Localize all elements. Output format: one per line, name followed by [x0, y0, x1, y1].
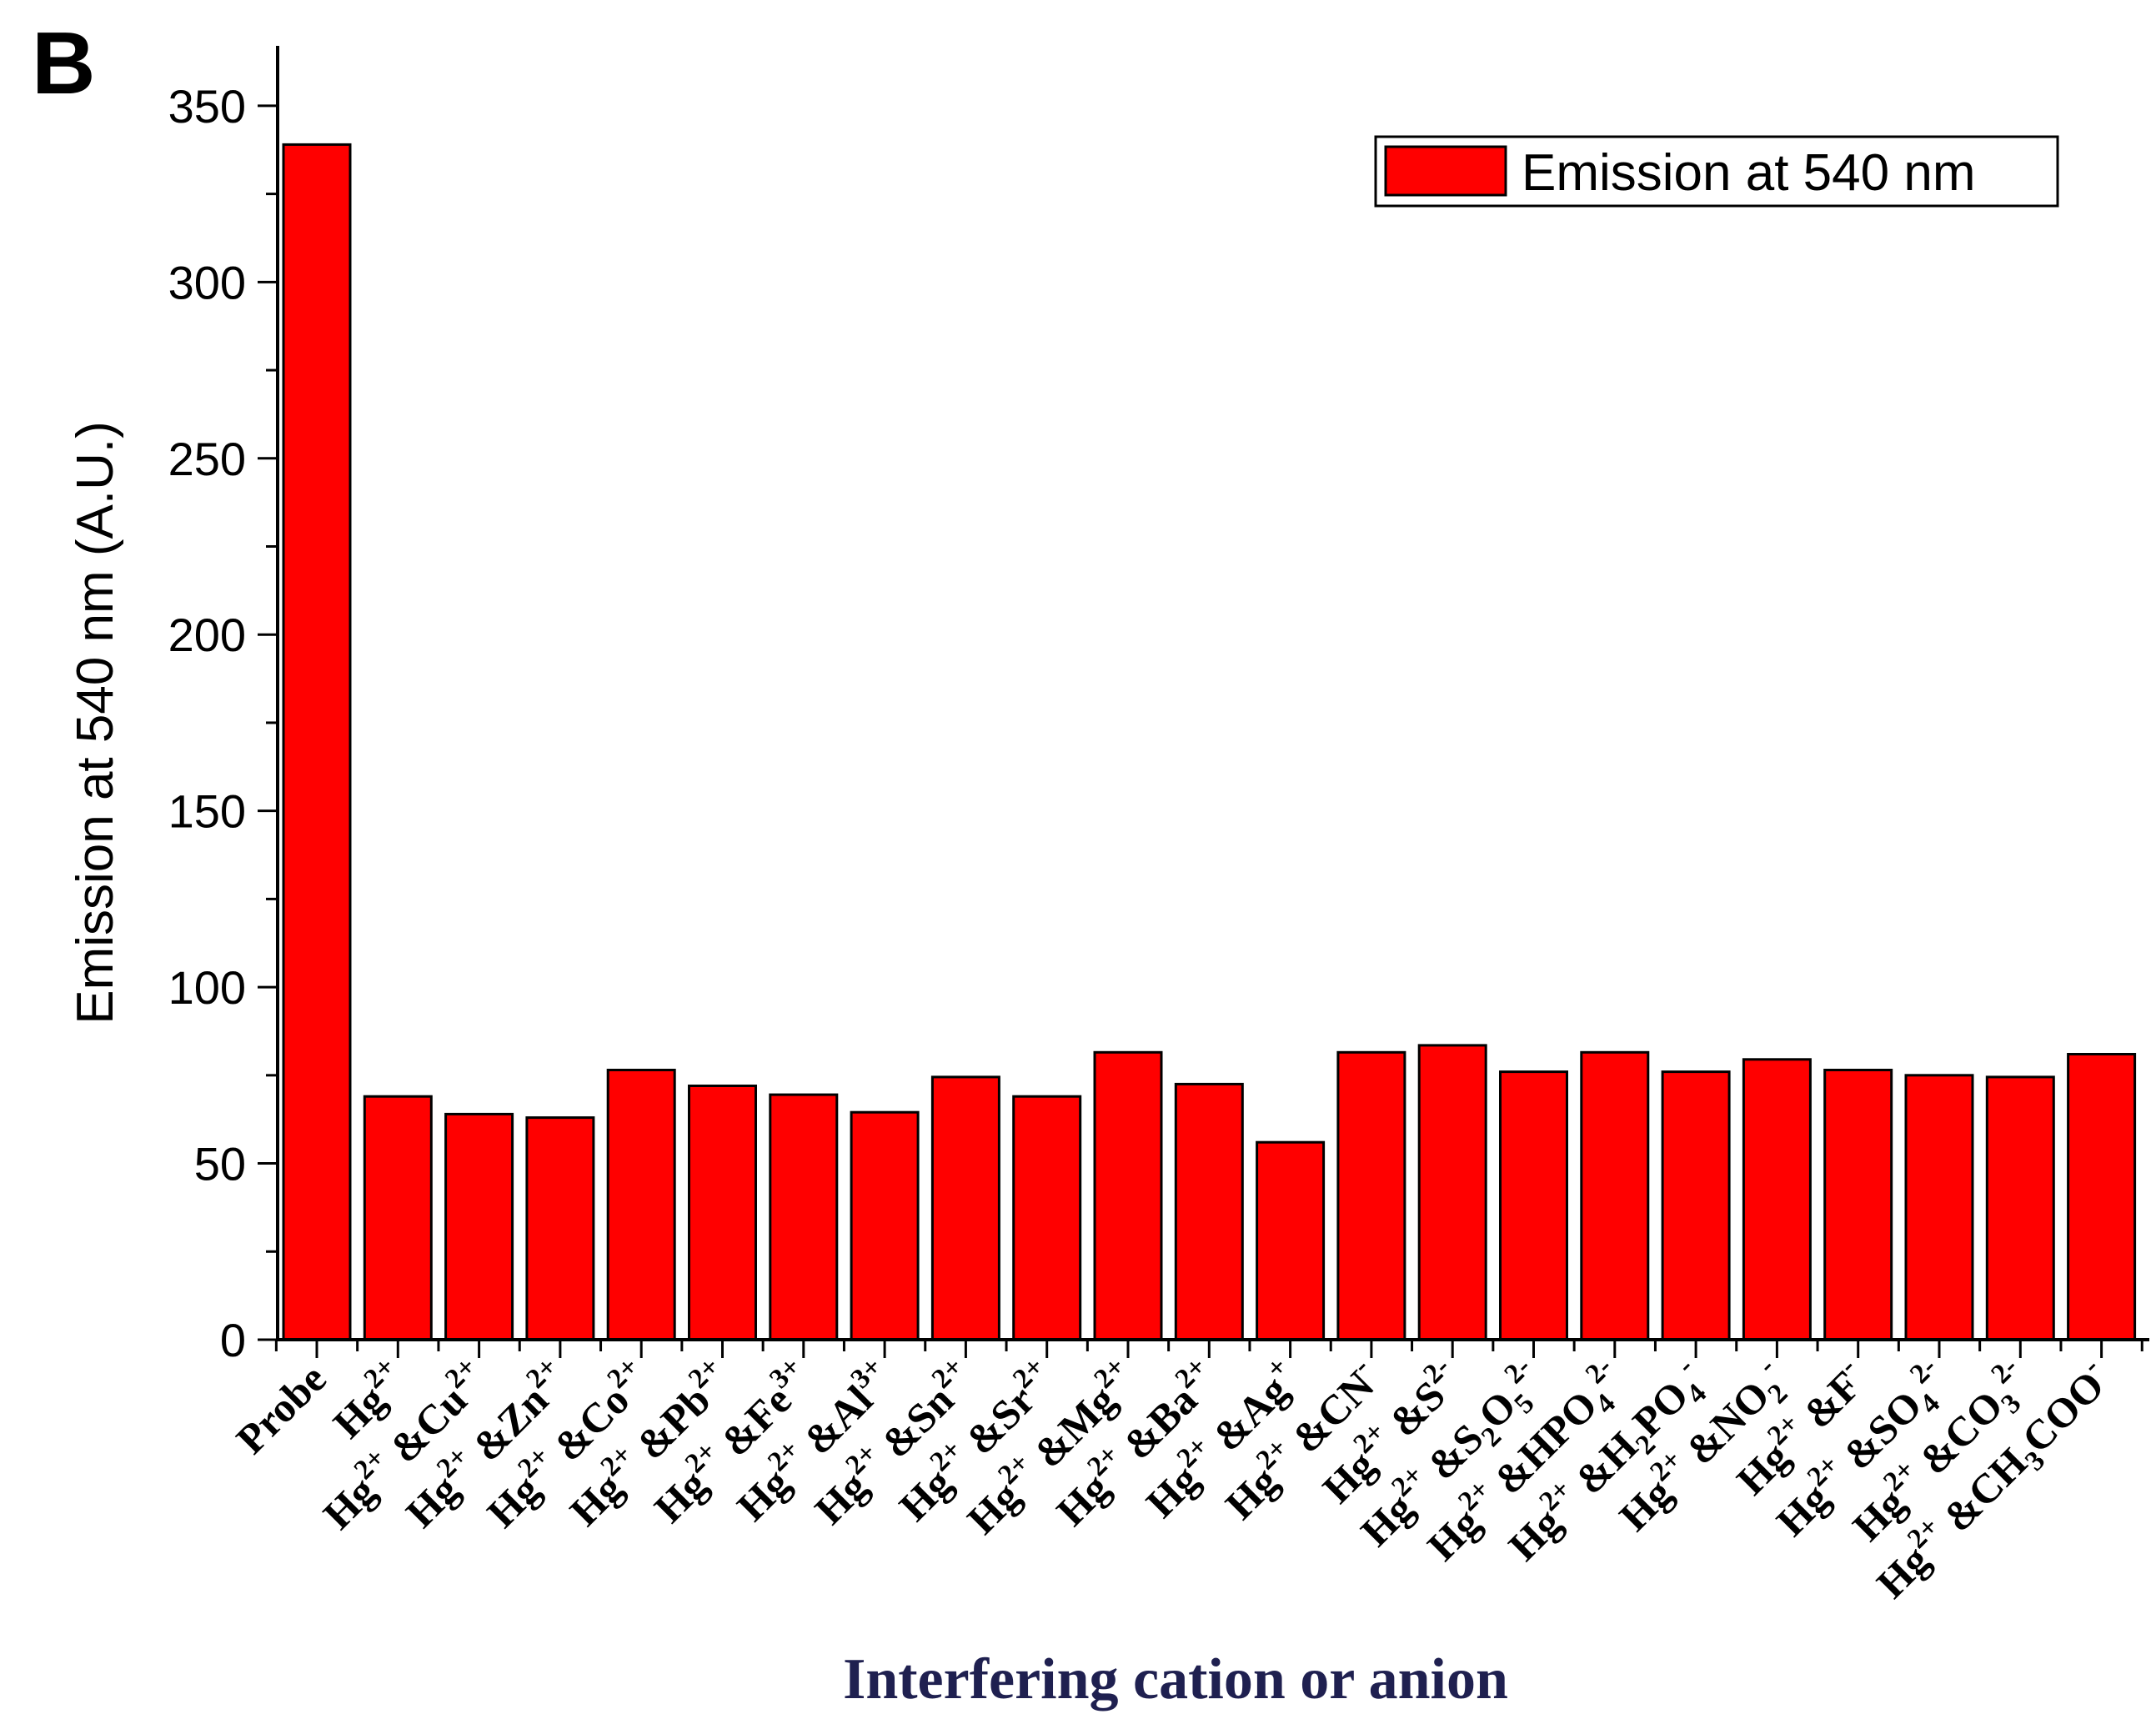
bar — [444, 1112, 514, 1341]
y-tick-label: 100 — [168, 961, 246, 1014]
bar — [1580, 1050, 1650, 1341]
bars-group — [282, 143, 2137, 1341]
bar — [1093, 1050, 1163, 1341]
legend: Emission at 540 nm — [1374, 135, 2059, 208]
x-tick-label: Probe — [227, 1355, 334, 1462]
x-axis-label: Interfering cation or anion — [843, 1647, 1508, 1711]
bar — [1985, 1075, 2055, 1341]
y-ticks-group: 0 50 100 150 200 250 300 350 — [168, 80, 278, 1366]
bar — [850, 1110, 920, 1341]
bar — [2067, 1053, 2137, 1341]
y-axis-label: Emission at 540 nm (A.U.) — [67, 421, 124, 1025]
bar — [1823, 1069, 1893, 1341]
bar — [1256, 1140, 1326, 1341]
bar — [1904, 1074, 1974, 1341]
bar — [606, 1069, 676, 1341]
legend-swatch — [1384, 145, 1507, 197]
bar — [1661, 1070, 1731, 1341]
bar — [1012, 1095, 1082, 1341]
y-tick-label: 250 — [168, 433, 246, 485]
y-tick-label: 200 — [168, 609, 246, 661]
bar — [769, 1093, 839, 1341]
y-tick-label: 50 — [194, 1138, 246, 1190]
bar — [1174, 1082, 1244, 1341]
legend-label: Emission at 540 nm — [1522, 144, 1975, 202]
axes-group — [276, 46, 2149, 1341]
y-tick-label: 0 — [220, 1314, 246, 1366]
y-tick-label: 350 — [168, 80, 246, 133]
y-tick-label: 300 — [168, 256, 246, 308]
bar — [1417, 1044, 1487, 1341]
bar — [282, 143, 352, 1341]
bar — [363, 1095, 433, 1341]
bar — [1499, 1070, 1568, 1341]
bar — [1742, 1058, 1812, 1341]
panel-label: B — [32, 14, 96, 113]
bar — [688, 1085, 757, 1341]
y-tick-label: 150 — [168, 785, 246, 838]
bar — [930, 1075, 1000, 1341]
bar — [1336, 1050, 1406, 1341]
bar — [525, 1116, 595, 1341]
x-ticks-group — [274, 1340, 2143, 1358]
